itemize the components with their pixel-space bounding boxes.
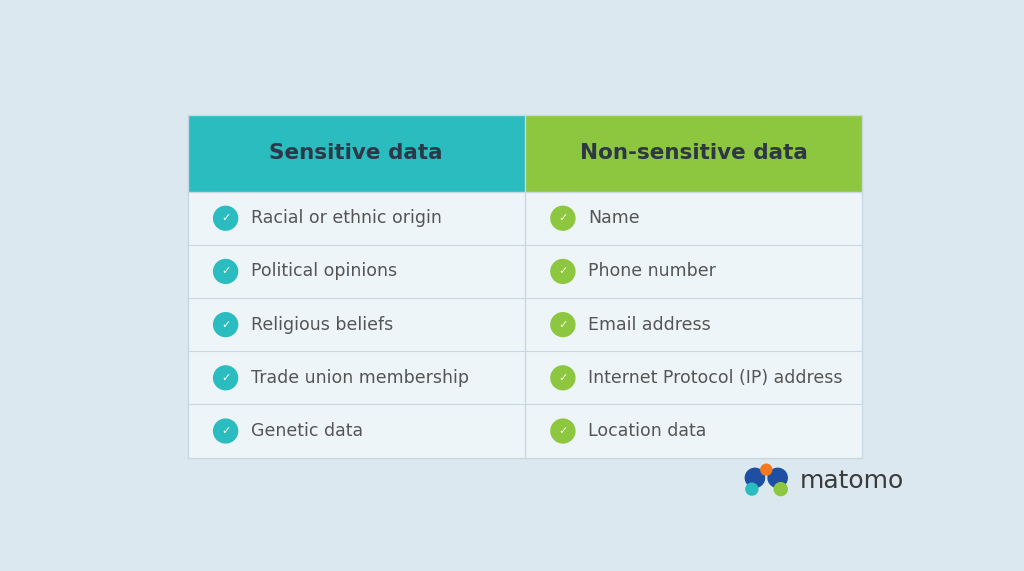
Ellipse shape: [767, 468, 787, 488]
FancyBboxPatch shape: [187, 245, 862, 298]
Ellipse shape: [550, 206, 575, 231]
Ellipse shape: [213, 419, 239, 444]
Text: Phone number: Phone number: [588, 263, 716, 280]
FancyBboxPatch shape: [187, 115, 862, 457]
Text: ✓: ✓: [221, 320, 230, 329]
Ellipse shape: [550, 365, 575, 391]
Ellipse shape: [550, 419, 575, 444]
FancyBboxPatch shape: [187, 404, 862, 457]
Ellipse shape: [550, 312, 575, 337]
Text: ✓: ✓: [221, 426, 230, 436]
Text: Non-sensitive data: Non-sensitive data: [580, 143, 807, 163]
FancyBboxPatch shape: [524, 115, 862, 192]
Ellipse shape: [213, 206, 239, 231]
Text: ✓: ✓: [221, 267, 230, 276]
Text: ✓: ✓: [558, 213, 567, 223]
Ellipse shape: [213, 312, 239, 337]
Text: Genetic data: Genetic data: [251, 422, 364, 440]
FancyBboxPatch shape: [187, 115, 524, 192]
Ellipse shape: [550, 259, 575, 284]
Text: Racial or ethnic origin: Racial or ethnic origin: [251, 209, 442, 227]
Text: matomo: matomo: [800, 469, 904, 493]
Text: Email address: Email address: [588, 316, 711, 333]
Text: Political opinions: Political opinions: [251, 263, 397, 280]
Ellipse shape: [760, 464, 772, 476]
Text: ✓: ✓: [558, 267, 567, 276]
Ellipse shape: [745, 482, 759, 496]
Text: Location data: Location data: [588, 422, 707, 440]
Text: Internet Protocol (IP) address: Internet Protocol (IP) address: [588, 369, 843, 387]
Text: ✓: ✓: [221, 373, 230, 383]
Text: ✓: ✓: [558, 426, 567, 436]
Text: ✓: ✓: [221, 213, 230, 223]
Ellipse shape: [773, 482, 787, 496]
Text: Religious beliefs: Religious beliefs: [251, 316, 393, 333]
Text: Sensitive data: Sensitive data: [269, 143, 443, 163]
Ellipse shape: [213, 259, 239, 284]
Text: Trade union membership: Trade union membership: [251, 369, 469, 387]
FancyBboxPatch shape: [187, 298, 862, 351]
FancyBboxPatch shape: [187, 351, 862, 404]
Ellipse shape: [744, 468, 765, 488]
Text: Name: Name: [588, 209, 640, 227]
Ellipse shape: [213, 365, 239, 391]
Text: ✓: ✓: [558, 373, 567, 383]
FancyBboxPatch shape: [187, 192, 862, 245]
Text: ✓: ✓: [558, 320, 567, 329]
